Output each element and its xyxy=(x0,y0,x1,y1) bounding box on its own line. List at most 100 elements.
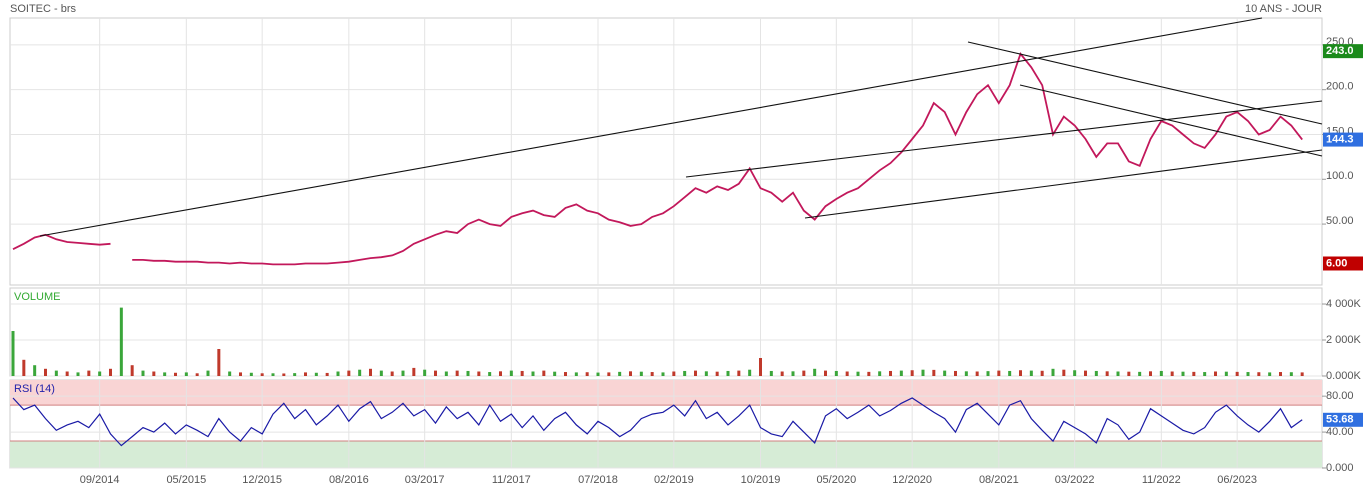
volume-bar xyxy=(694,370,697,376)
volume-bar xyxy=(304,372,307,376)
price-marker xyxy=(1323,412,1363,427)
volume-bar xyxy=(1008,370,1012,376)
volume-bar xyxy=(1257,372,1261,376)
y-tick-label: 0.000K xyxy=(1326,370,1362,382)
volume-bar xyxy=(98,371,102,376)
panel-title: VOLUME xyxy=(14,291,60,303)
rsi-band xyxy=(10,441,1322,468)
volume-bar xyxy=(44,368,47,376)
y-tick-label: 50.00 xyxy=(1326,215,1354,227)
y-tick-label: 100.0 xyxy=(1326,170,1354,182)
volume-bar xyxy=(109,368,112,376)
volume-bar xyxy=(1094,370,1098,376)
volume-bar xyxy=(228,371,232,376)
volume-bar xyxy=(401,370,405,376)
volume-bar xyxy=(1279,372,1282,376)
price-line xyxy=(12,397,1303,447)
price-marker xyxy=(1323,256,1363,271)
volume-bar xyxy=(1300,372,1304,376)
volume-bar xyxy=(293,373,297,376)
y-tick-label: 4 000K xyxy=(1326,298,1362,310)
price-marker-label: 53.68 xyxy=(1326,414,1354,426)
trend-line xyxy=(804,149,1323,219)
y-tick-label: 2 000K xyxy=(1326,334,1362,346)
volume-bar xyxy=(1149,371,1152,376)
volume-bar xyxy=(791,371,795,376)
volume-bar xyxy=(390,371,394,376)
volume-bar xyxy=(1235,371,1239,376)
volume-bar xyxy=(466,370,470,376)
volume-bar xyxy=(1084,370,1087,376)
volume-bar xyxy=(195,373,199,376)
volume-bar xyxy=(130,365,134,376)
x-tick-label: 06/2023 xyxy=(1217,474,1257,486)
volume-bar xyxy=(910,370,914,376)
volume-bar xyxy=(769,370,773,376)
price-marker-label: 6.00 xyxy=(1326,257,1347,269)
volume-bar xyxy=(369,368,372,376)
volume-bar xyxy=(1170,371,1174,376)
volume-bar xyxy=(358,369,362,376)
chart-subtitle: 10 ANS - JOUR xyxy=(1245,3,1322,15)
price-line xyxy=(12,233,111,251)
volume-bar xyxy=(423,369,427,376)
x-tick-label: 12/2015 xyxy=(242,474,282,486)
price-marker-label: 144.3 xyxy=(1326,133,1354,145)
volume-bar xyxy=(54,370,58,376)
volume-bar xyxy=(889,370,892,376)
volume-bar xyxy=(499,371,502,376)
volume-bar xyxy=(1214,371,1217,376)
volume-bar xyxy=(542,370,546,376)
volume-bar xyxy=(564,372,567,376)
volume-bar xyxy=(964,371,968,376)
volume-bar xyxy=(1181,371,1185,376)
volume-bar xyxy=(585,372,589,376)
volume-bar xyxy=(152,371,156,376)
x-tick-label: 08/2021 xyxy=(979,474,1019,486)
volume-bar xyxy=(531,371,535,376)
volume-bar xyxy=(813,368,817,376)
volume-bar xyxy=(477,371,481,376)
trend-line xyxy=(685,100,1323,178)
price-marker xyxy=(1323,132,1363,147)
volume-bar xyxy=(1105,371,1109,376)
volume-bar xyxy=(986,371,990,376)
volume-bar xyxy=(1127,371,1131,376)
volume-bar xyxy=(899,370,903,376)
volume-bar xyxy=(282,373,286,376)
x-tick-label: 12/2020 xyxy=(892,474,932,486)
volume-bar xyxy=(163,372,167,376)
volume-bar xyxy=(943,370,947,376)
volume-bar xyxy=(1268,372,1272,376)
volume-bar xyxy=(954,370,957,376)
volume-bar xyxy=(715,371,719,376)
price-marker-label: 243.0 xyxy=(1326,45,1354,57)
plot-layer: 50.00100.0150.0200.0250.0243.0144.36.000… xyxy=(9,17,1363,486)
volume-bar xyxy=(444,371,448,376)
volume-bar xyxy=(1040,370,1044,376)
volume-bar xyxy=(509,370,513,376)
x-tick-label: 08/2016 xyxy=(329,474,369,486)
x-tick-label: 02/2019 xyxy=(654,474,694,486)
volume-bar xyxy=(260,373,264,376)
volume-bar xyxy=(661,372,665,376)
volume-bar xyxy=(1246,372,1250,376)
volume-bar xyxy=(11,331,15,376)
volume-bar xyxy=(271,373,275,376)
volume-bar xyxy=(206,370,210,376)
volume-bar xyxy=(607,372,611,376)
volume-bar xyxy=(1192,371,1196,376)
volume-bar xyxy=(412,367,416,376)
panel-title: RSI (14) xyxy=(14,383,55,395)
volume-bar xyxy=(76,372,80,376)
volume-bar xyxy=(87,370,91,376)
volume-bar xyxy=(997,370,1001,376)
volume-bar xyxy=(33,365,37,376)
x-tick-label: 07/2018 xyxy=(578,474,618,486)
volume-bar xyxy=(217,349,221,376)
volume-bar xyxy=(314,372,318,376)
y-tick-label: 80.00 xyxy=(1326,390,1354,402)
x-tick-label: 11/2022 xyxy=(1142,474,1181,486)
volume-bar xyxy=(845,371,849,376)
volume-bar xyxy=(379,370,383,376)
